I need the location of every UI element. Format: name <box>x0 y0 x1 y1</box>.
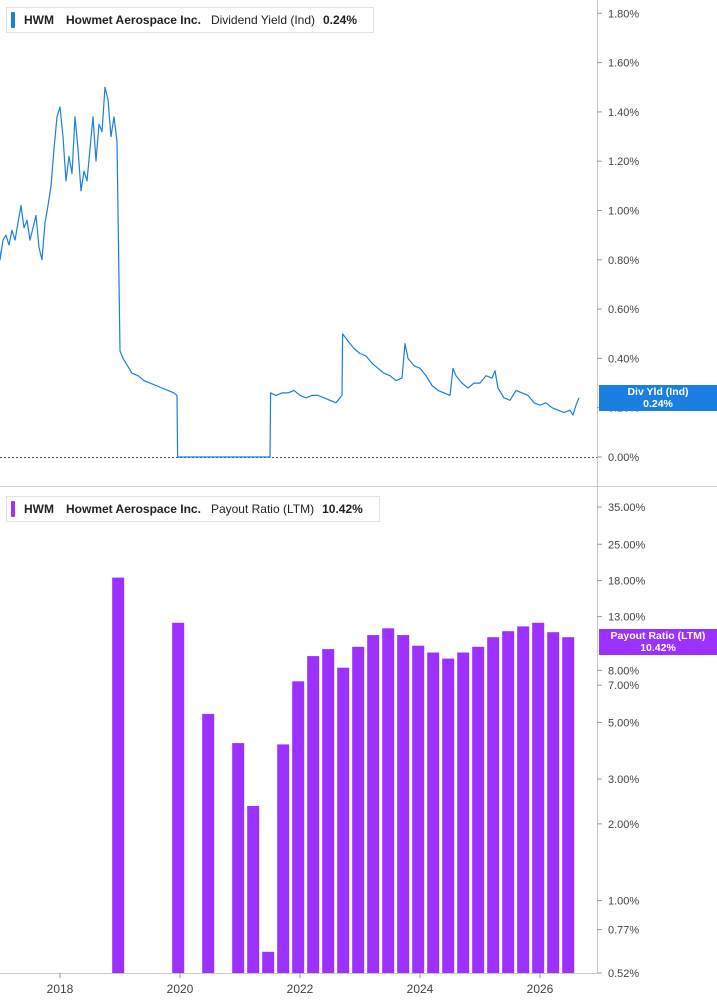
payout-ratio-bar <box>457 652 470 973</box>
payout-ratio-bar <box>532 622 545 973</box>
payout-ratio-bar <box>322 649 335 973</box>
dividend-yield-line <box>0 86 580 458</box>
payout-ratio-bar <box>352 646 365 973</box>
y-tick-label: 0.80% <box>608 255 639 267</box>
y-tick-label: 1.80% <box>608 8 639 20</box>
payout-ratio-bar <box>292 681 305 973</box>
payout-ratio-bar <box>112 577 125 973</box>
payout-ratio-bar <box>427 652 440 973</box>
y-tick-label: 1.60% <box>608 58 639 70</box>
y-tick-label: 2.00% <box>608 819 639 831</box>
payout-ratio-swatch <box>11 501 15 517</box>
y-tick-label: 13.00% <box>608 612 646 624</box>
legend-metric: Payout Ratio (LTM) <box>210 502 315 516</box>
x-tick-label: 2024 <box>407 982 434 996</box>
legend-company: Howmet Aerospace Inc. <box>66 502 201 516</box>
dividend-yield-legend: HWM Howmet Aerospace Inc. Dividend Yield… <box>6 7 375 33</box>
payout-ratio-bar <box>367 635 380 973</box>
payout-ratio-bar <box>517 626 530 973</box>
y-tick-label: 5.00% <box>608 717 639 729</box>
payout-ratio-bar <box>232 743 245 973</box>
payout-ratio-bar <box>472 646 485 973</box>
payout-ratio-price-tag: Payout Ratio (LTM) 10.42% <box>599 629 717 655</box>
payout-ratio-bar <box>487 637 500 973</box>
payout-ratio-bar <box>202 713 215 973</box>
payout-ratio-bar <box>337 667 350 973</box>
y-tick-label: 1.00% <box>608 206 639 218</box>
dividend-yield-price-tag: Div Yld (Ind) 0.24% <box>599 385 717 411</box>
payout-ratio-bar <box>562 637 575 973</box>
payout-ratio-bar <box>412 645 425 973</box>
legend-value: 0.24% <box>323 13 358 27</box>
payout-ratio-bar <box>247 806 260 973</box>
y-tick-label: 0.00% <box>608 452 639 464</box>
y-tick-label: 18.00% <box>608 576 646 588</box>
y-tick-label: 1.20% <box>608 156 639 168</box>
payout-ratio-bar <box>442 658 455 973</box>
price-tag-value: 10.42% <box>640 642 676 654</box>
y-tick-label: 25.00% <box>608 539 646 551</box>
dividend-yield-swatch <box>11 12 15 28</box>
y-tick-label: 0.40% <box>608 353 639 365</box>
x-tick-label: 2022 <box>287 982 314 996</box>
payout-ratio-bar <box>262 951 275 973</box>
payout-ratio-bar <box>382 628 395 973</box>
payout-ratio-bar <box>547 632 560 973</box>
price-tag-label: Payout Ratio (LTM) <box>610 630 706 642</box>
y-tick-label: 0.77% <box>608 925 639 937</box>
payout-ratio-bar <box>172 622 185 973</box>
x-tick-label: 2026 <box>527 982 554 996</box>
x-tick-label: 2018 <box>47 982 74 996</box>
y-tick-label: 8.00% <box>608 665 639 677</box>
payout-ratio-bar <box>502 631 515 973</box>
legend-ticker: HWM <box>24 13 54 27</box>
y-tick-label: 0.52% <box>608 968 639 980</box>
payout-ratio-bar <box>397 635 410 973</box>
y-tick-label: 1.40% <box>608 107 639 119</box>
price-tag-label: Div Yld (Ind) <box>627 386 689 398</box>
payout-ratio-legend: HWM Howmet Aerospace Inc. Payout Ratio (… <box>6 496 380 522</box>
y-tick-label: 3.00% <box>608 774 639 786</box>
payout-ratio-bar <box>277 744 290 973</box>
x-tick-label: 2020 <box>167 982 194 996</box>
legend-ticker: HWM <box>24 502 54 516</box>
payout-ratio-bar <box>307 656 320 973</box>
legend-value: 10.42% <box>322 502 363 516</box>
y-tick-label: 35.00% <box>608 502 646 514</box>
y-tick-label: 0.60% <box>608 304 639 316</box>
legend-metric: Dividend Yield (Ind) <box>210 13 315 27</box>
y-tick-label: 1.00% <box>608 896 639 908</box>
y-tick-label: 7.00% <box>608 680 639 692</box>
legend-company: Howmet Aerospace Inc. <box>66 13 201 27</box>
price-tag-value: 0.24% <box>643 398 673 410</box>
